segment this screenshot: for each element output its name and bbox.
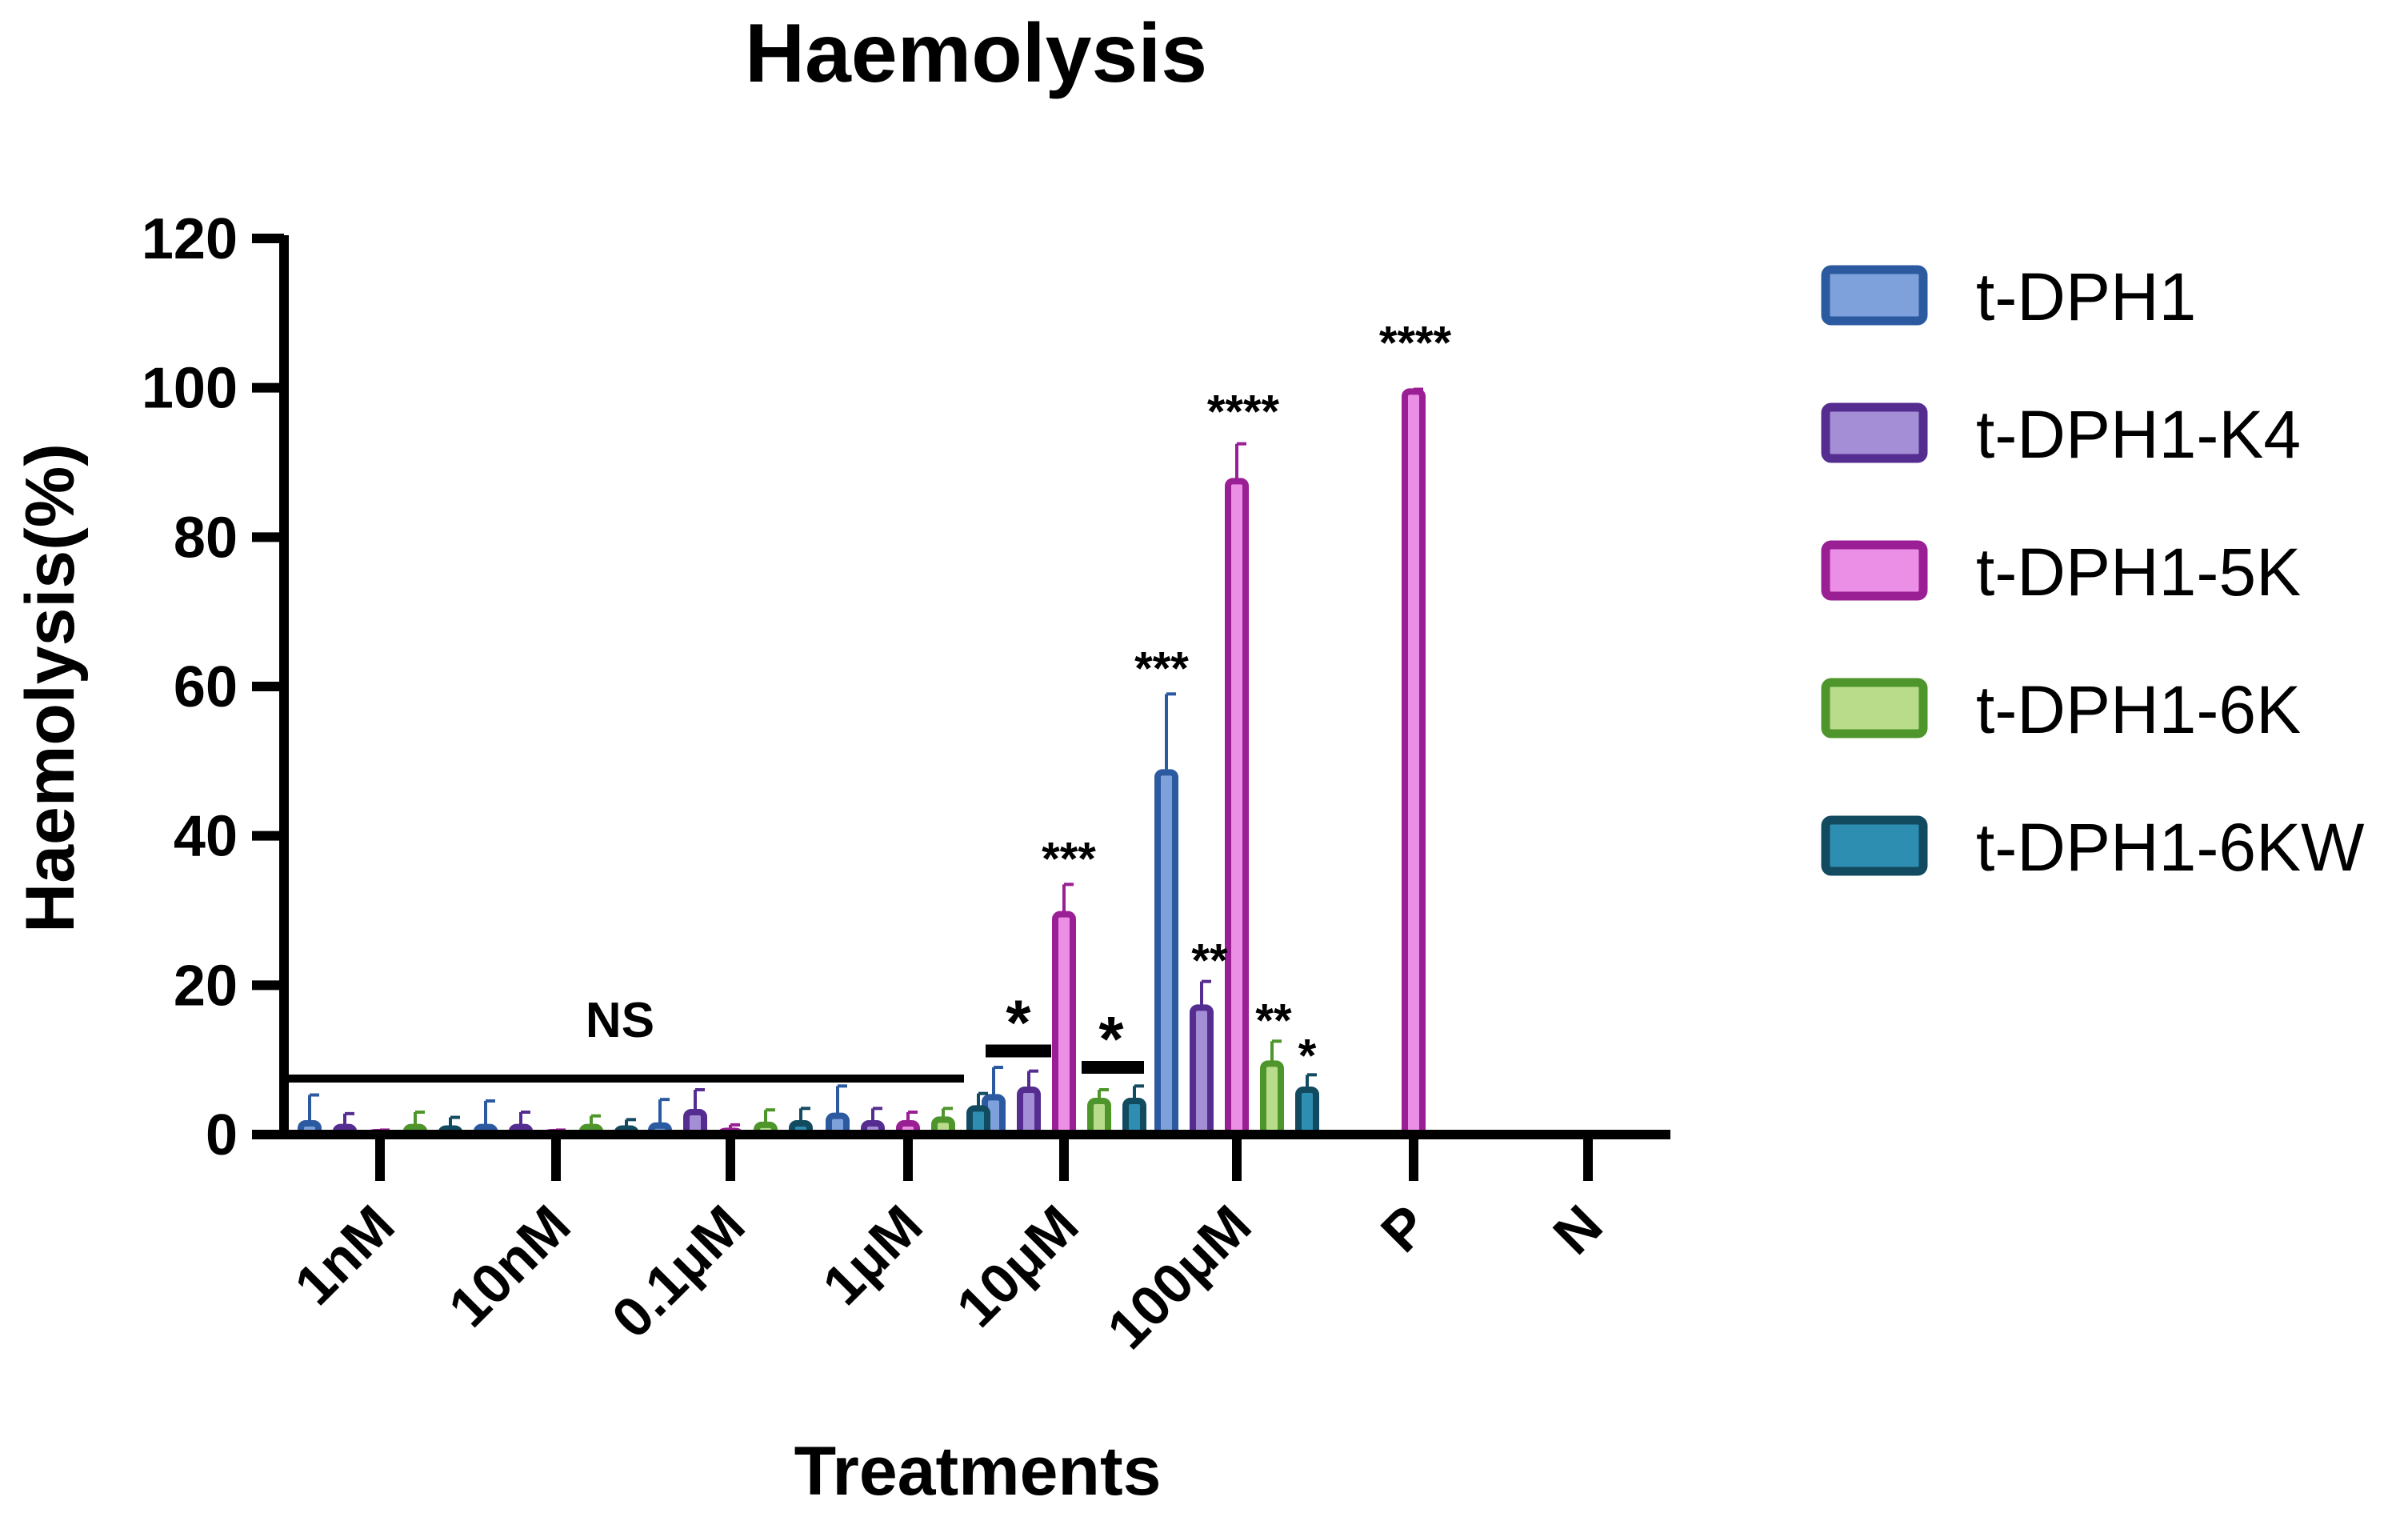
legend-swatch bbox=[1821, 265, 1928, 326]
significance-label: *** bbox=[1042, 833, 1096, 885]
significance-label: ** bbox=[1255, 995, 1292, 1047]
legend-item-label: t-DPH1-K4 bbox=[1976, 397, 2301, 472]
bar bbox=[1052, 911, 1076, 1138]
x-axis-label: Treatments bbox=[794, 1433, 1162, 1510]
legend-item-label: t-DPH1-5K bbox=[1976, 534, 2301, 610]
legend-swatch bbox=[1821, 540, 1928, 601]
y-tick-label: 120 bbox=[142, 207, 238, 271]
legend-swatch bbox=[1821, 815, 1928, 876]
legend-item-label: t-DPH1 bbox=[1976, 259, 2196, 334]
bar bbox=[1260, 1060, 1284, 1139]
bar bbox=[1225, 478, 1249, 1138]
y-tick-label: 80 bbox=[174, 506, 238, 570]
sig-10uM-left: * bbox=[1006, 987, 1031, 1058]
legend-swatch bbox=[1821, 402, 1928, 463]
x-tick-label: 100μM bbox=[1095, 1193, 1262, 1360]
y-tick-label: 20 bbox=[174, 954, 238, 1018]
bar bbox=[1087, 1098, 1111, 1138]
bar bbox=[1190, 1004, 1214, 1139]
bar bbox=[1295, 1087, 1319, 1138]
legend-swatch bbox=[1821, 678, 1928, 738]
bar bbox=[1154, 769, 1178, 1138]
y-axis-label: Haemolysis(%) bbox=[12, 443, 89, 933]
y-tick-label: 60 bbox=[174, 655, 238, 719]
plot-area: 0 20 40 60 80 100 120 1nM 10nM 0.1μM 1μM 10μM 100μM P… bbox=[142, 207, 1670, 1361]
x-tick-label: 10nM bbox=[437, 1193, 582, 1339]
y-tick-label: 100 bbox=[142, 357, 238, 421]
sig-10uM-right: * bbox=[1098, 1003, 1124, 1075]
significance-label: **** bbox=[1207, 386, 1280, 438]
bar bbox=[1017, 1087, 1041, 1138]
ns-label: NS bbox=[586, 993, 654, 1048]
x-tick-label: 10μM bbox=[945, 1193, 1090, 1339]
x-tick-label: N bbox=[1542, 1193, 1614, 1266]
x-tick-label: 1μM bbox=[810, 1193, 934, 1316]
y-tick-label: 40 bbox=[174, 805, 238, 869]
x-tick-label: 1nM bbox=[282, 1193, 406, 1316]
significance-label: ** bbox=[1191, 935, 1228, 987]
significance-label: **** bbox=[1379, 318, 1452, 370]
significance-label: * bbox=[1298, 1030, 1317, 1082]
bar bbox=[1122, 1098, 1146, 1138]
significance-label: *** bbox=[1134, 642, 1189, 694]
x-tick-label: P bbox=[1369, 1193, 1439, 1263]
x-tick-label: 0.1μM bbox=[600, 1193, 756, 1349]
legend-item-label: t-DPH1-6KW bbox=[1976, 810, 2364, 885]
bar bbox=[1402, 388, 1426, 1139]
legend-item-label: t-DPH1-6K bbox=[1976, 672, 2301, 747]
chart-title: Haemolysis bbox=[745, 7, 1207, 100]
legend: t-DPH1 t-DPH1-K4 t-DPH1-5K t-DPH1-6K t-DPH1-… bbox=[1821, 259, 2364, 885]
y-tick-label: 0 bbox=[206, 1103, 238, 1167]
